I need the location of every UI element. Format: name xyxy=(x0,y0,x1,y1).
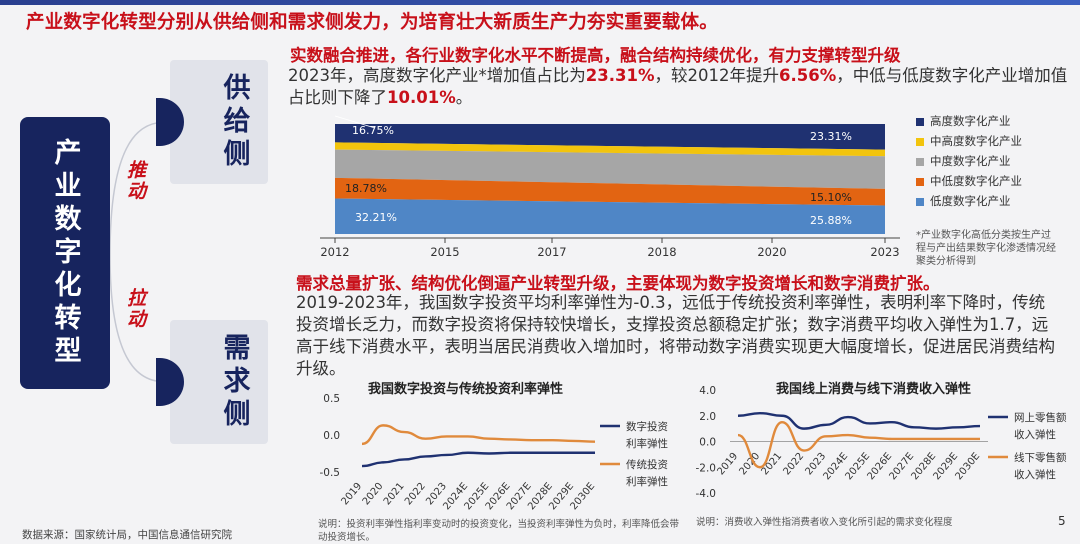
demand-side-box: 需求侧 xyxy=(156,320,268,444)
investment-elasticity-chart: 0.50.0-0.5201920202021202220232024E2025E… xyxy=(320,393,669,512)
supply-side-label: 供给侧 xyxy=(218,72,250,172)
area-data-label: 32.21% xyxy=(355,211,397,224)
area-data-label: 18.78% xyxy=(345,182,387,195)
area-x-tick-label: 2018 xyxy=(647,245,676,259)
legend-label: 传统投资 xyxy=(626,458,668,471)
pull-label: 拉动 xyxy=(124,288,146,330)
demand-side-label: 需求侧 xyxy=(218,332,250,432)
area-legend-item: 中低度数字化产业 xyxy=(916,173,1022,189)
legend-label: 利率弹性 xyxy=(626,437,668,450)
legend-label: 收入弹性 xyxy=(1014,428,1056,441)
y-tick-label: -2.0 xyxy=(696,462,717,474)
y-tick-label: -0.5 xyxy=(320,467,341,479)
investment-chart-note: 说明：投资利率弹性指利率变动时的投资变化，当投资利率弹性为负时，利率降低会带动投… xyxy=(318,519,680,543)
section1-text-c: ，中低与低度数字化产业增加值占比则下降了 xyxy=(288,66,1068,107)
series-line-1 xyxy=(737,420,980,469)
area-x-tick-label: 2015 xyxy=(430,245,459,259)
y-tick-label: -4.0 xyxy=(696,488,717,500)
area-data-label: 15.10% xyxy=(810,191,852,204)
x-tick-label: 2022 xyxy=(403,481,428,508)
legend-swatch xyxy=(916,117,924,126)
area-data-label: 25.88% xyxy=(810,214,852,227)
consumption-chart-title: 我国线上消费与线下消费收入弹性 xyxy=(776,382,972,397)
page-number: 5 xyxy=(1058,514,1066,528)
area-series-4 xyxy=(335,198,885,234)
area-x-tick-label: 2020 xyxy=(757,245,786,259)
section2-heading: 需求总量扩张、结构优化倒逼产业转型升级，主要体现为数字投资增长和数字消费扩张。 xyxy=(296,274,940,293)
slide-title: 产业数字化转型分别从供给侧和需求侧发力，为培育壮大新质生产力夯实重要载体。 xyxy=(26,12,718,33)
legend-label: 中高度数字化产业 xyxy=(930,134,1022,148)
series-line-1 xyxy=(361,424,596,446)
area-x-tick-label: 2017 xyxy=(537,245,566,259)
x-tick-label: 2020 xyxy=(361,481,386,508)
supply-side-box: 供给侧 xyxy=(156,60,268,184)
area-x-tick-label: 2012 xyxy=(320,245,349,259)
section1-text-b: ，较2012年提升 xyxy=(654,66,779,85)
legend-label: 中低度数字化产业 xyxy=(930,174,1022,188)
core-concept-box: 产业数字化转型 xyxy=(20,117,110,389)
y-tick-label: 4.0 xyxy=(699,385,716,397)
x-tick-label: 2019 xyxy=(340,481,365,508)
legend-label: 中度数字化产业 xyxy=(930,154,1011,168)
demand-side-marker xyxy=(156,358,184,406)
x-tick-label: 2021 xyxy=(382,481,407,508)
core-concept-label: 产业数字化转型 xyxy=(49,137,81,369)
area-series-1 xyxy=(335,142,885,157)
supply-side-marker xyxy=(156,98,184,146)
area-data-label: 16.75% xyxy=(352,124,394,137)
legend-swatch xyxy=(916,137,924,146)
legend-label: 高度数字化产业 xyxy=(930,114,1011,128)
legend-swatch xyxy=(916,177,924,186)
legend-label: 网上零售额 xyxy=(1014,411,1067,424)
legend-swatch xyxy=(916,157,924,166)
section1-heading: 实数融合推进，各行业数字化水平不断提高，融合结构持续优化，有力支撑转型升级 xyxy=(290,46,901,65)
legend-label: 利率弹性 xyxy=(626,475,668,488)
y-tick-label: 0.0 xyxy=(323,430,340,442)
section2-paragraph: 2019-2023年，我国数字投资平均利率弹性为-0.3，远低于传统投资利率弹性… xyxy=(296,293,1055,378)
area-data-label: 23.31% xyxy=(810,130,852,143)
x-tick-label: 2022 xyxy=(782,451,807,478)
top-accent-bar xyxy=(0,0,1080,5)
section1-text-d: 。 xyxy=(455,88,473,107)
push-label: 推动 xyxy=(124,160,146,202)
series-line-0 xyxy=(361,451,595,468)
legend-label: 低度数字化产业 xyxy=(930,194,1011,208)
section1-value-decrease: 10.01% xyxy=(387,88,456,107)
series-line-0 xyxy=(737,411,981,430)
section1-paragraph: 2023年，高度数字化产业*增加值占比为23.31%，较2012年提升6.56%… xyxy=(288,65,1073,109)
y-tick-label: 2.0 xyxy=(699,411,716,423)
digitalization-stacked-area-chart: 16.75% 23.31% 18.78% 15.10% 32.21% 25.88% 201… xyxy=(320,115,900,259)
area-x-tick-label: 2023 xyxy=(870,245,899,259)
area-legend-item: 高度数字化产业 xyxy=(916,113,1011,129)
section1-value-increase: 6.56% xyxy=(778,66,837,85)
data-source: 数据来源：国家统计局，中国信息通信研究院 xyxy=(22,529,232,541)
section1-value-high: 23.31% xyxy=(585,66,655,85)
y-tick-label: 0.0 xyxy=(699,437,716,449)
y-tick-label: 0.5 xyxy=(323,393,340,405)
x-tick-label: 2030E xyxy=(953,451,982,482)
legend-label: 数字投资 xyxy=(626,420,668,433)
area-legend-item: 低度数字化产业 xyxy=(916,193,1011,209)
legend-swatch xyxy=(916,197,924,206)
section1-text-a: 2023年，高度数字化产业*增加值占比为 xyxy=(288,66,586,85)
consumption-chart-note: 说明：消费收入弹性指消费者收入变化所引起的需求变化程度 xyxy=(696,517,953,528)
area-chart-footnote: *产业数字化高低分类按生产过程与产出结果数字化渗透情况经聚类分析得到 xyxy=(916,230,1056,267)
legend-label: 线下零售额 xyxy=(1014,451,1067,464)
area-series-0 xyxy=(335,124,885,150)
area-legend-item: 中高度数字化产业 xyxy=(916,133,1022,149)
investment-chart-title: 我国数字投资与传统投资利率弹性 xyxy=(368,382,564,397)
x-tick-label: 2019 xyxy=(716,451,741,478)
area-legend-item: 中度数字化产业 xyxy=(916,153,1011,169)
area-series-2 xyxy=(335,149,885,189)
consumption-elasticity-chart: 4.02.00.0-2.0-4.020192020202120222023202… xyxy=(696,385,1067,500)
legend-label: 收入弹性 xyxy=(1014,468,1056,481)
area-series-3 xyxy=(335,177,885,206)
